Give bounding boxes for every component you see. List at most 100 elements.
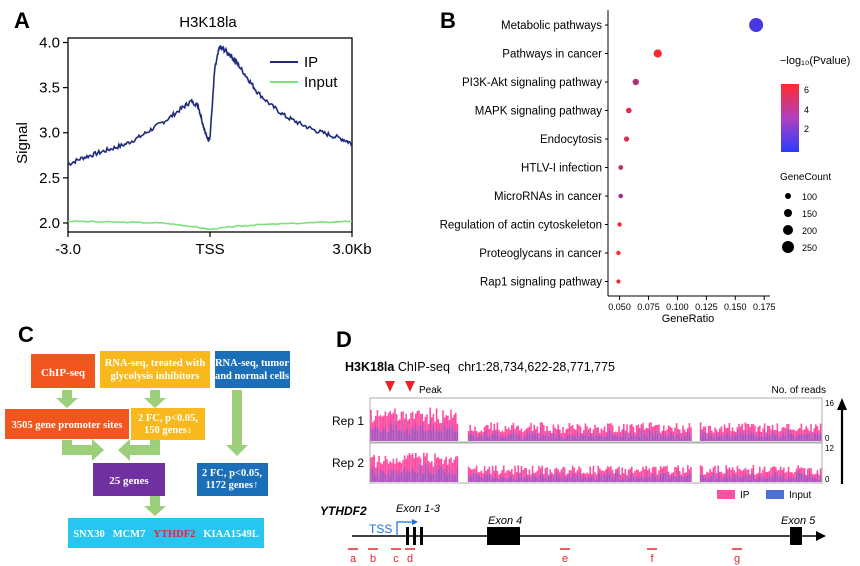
box-promoter-sites-text: 3505 gene promoter sites [12, 420, 123, 431]
panel-d: D H3K18la ChIP-seq chr1:28,734,622-28,771… [320, 327, 847, 565]
y-tick-label: 3.0 [39, 125, 60, 142]
region-label: e [562, 553, 568, 565]
pathway-dot [623, 136, 630, 142]
region-label: b [370, 553, 376, 565]
gene-snx30: SNX30 [73, 529, 105, 540]
box-fc-down-text: 2 FC, p<0.05, 150 genes↓ [138, 413, 198, 436]
region-label: g [734, 553, 740, 565]
panel-a-title: H3K18la [179, 14, 237, 31]
arrow-to-25 [62, 439, 104, 461]
gene-direction-arrow [816, 531, 826, 541]
tss-arrow [396, 521, 414, 536]
box-rnaseq-tumor-text: RNA-seq, tumor and normal cells [215, 358, 289, 382]
panel-b-dots [616, 18, 764, 284]
pathway-dot [616, 279, 621, 284]
panel-a-series [67, 45, 353, 231]
panel-d-label: D [336, 327, 352, 352]
color-legend-title: −log₁₀(Pvalue) [780, 55, 850, 67]
arrow-tumor [226, 390, 248, 456]
legend-ip-swatch-d [717, 490, 735, 499]
track-rep1-max: 16 [825, 399, 834, 408]
region-label: d [407, 553, 413, 565]
legend-ip-label-d: IP [740, 490, 750, 501]
track-rep1-min: 0 [825, 434, 830, 443]
pathway-label: HTLV-I infection [521, 163, 602, 175]
y-tick-label: 4.0 [39, 35, 60, 52]
box-result [68, 518, 264, 548]
peak-label: Peak [419, 385, 443, 396]
text-line: 2 FC, p<0.05, [138, 413, 198, 424]
pathway-dot [617, 222, 622, 227]
reads-axis-arrowhead [837, 398, 847, 410]
text-line: RNA-seq, tumor [215, 358, 289, 369]
x-tick-label: 0.175 [753, 302, 776, 312]
pathway-label: Rap1 signaling pathway [480, 277, 602, 289]
exon-3 [420, 527, 423, 545]
track-rep2-max: 12 [825, 444, 834, 453]
panel-c: C ChIP-seq RNA-seq, treated with glycolys… [5, 322, 290, 548]
box-chipseq [31, 354, 95, 388]
panel-b-categories: Metabolic pathways Pathways in cancer PI3K… [440, 20, 608, 289]
pathway-dot [632, 78, 639, 86]
text-line: 1172 genes↑ [206, 480, 259, 491]
panel-b-size-legend: GeneCount 100 150 200 250 [780, 172, 831, 253]
tracks [370, 407, 822, 482]
text-line: and normal cells [215, 371, 289, 382]
pathway-dot [618, 193, 624, 199]
box-rnaseq-glyco [100, 351, 210, 388]
track-rep2-min: 0 [825, 475, 830, 484]
box-fc-up-text: 2 FC, p<0.05, 1172 genes↑ [202, 468, 262, 491]
arrow-to-result [144, 496, 166, 516]
pathway-label: Pathways in cancer [502, 49, 602, 61]
exon-4-label: Exon 4 [488, 515, 522, 527]
panel-d-title: H3K18la ChIP-seq chr1:28,734,622-28,771,7… [345, 360, 615, 374]
color-legend-tick: 4 [804, 105, 809, 115]
x-tick-label: -3.0 [55, 241, 81, 258]
panel-b-color-legend: −log₁₀(Pvalue) 6 4 2 [780, 55, 850, 152]
pathway-dot [626, 107, 632, 114]
box-fc-up [197, 463, 268, 496]
size-legend-dot [784, 209, 792, 217]
panel-a-label: A [14, 8, 30, 33]
x-tick-label: 0.150 [724, 302, 747, 312]
panel-b: B Metabolic pathways Pathways in cancer PI… [440, 8, 851, 325]
pathway-label: PI3K-Akt signaling pathway [462, 77, 602, 89]
x-tick-label: 0.050 [608, 302, 631, 312]
exon-1 [406, 527, 409, 545]
y-tick-label: 3.5 [39, 80, 60, 97]
gene-ythdf2: YTHDF2 [153, 529, 195, 540]
exon-5-label: Exon 5 [781, 515, 816, 527]
legend-ip-label: IP [304, 54, 318, 71]
pathway-dot [616, 250, 621, 256]
box-25-genes-text: 25 genes [109, 475, 149, 487]
y-tick-label: 2.0 [39, 215, 60, 232]
series-line-input [67, 220, 353, 231]
size-legend-title: GeneCount [780, 172, 831, 183]
pathway-label: Endocytosis [540, 134, 602, 146]
text-line: RNA-seq, treated with [105, 358, 206, 369]
panel-b-label: B [440, 8, 456, 33]
box-promoter-sites [5, 409, 129, 439]
panel-a: A H3K18la Signal 2.0 2.5 3.0 3.5 4.0 -3.0 TSS… [14, 8, 372, 258]
exon-4 [487, 527, 520, 545]
x-tick-label: 0.075 [637, 302, 660, 312]
color-legend-tick: 6 [804, 85, 809, 95]
size-legend-value: 200 [802, 226, 817, 236]
size-legend-value: 150 [802, 209, 817, 219]
box-result-text: SNX30 MCM7 YTHDF2 KIAA1549L [73, 529, 259, 540]
x-tick-label: 0.125 [695, 302, 718, 312]
x-tick-label: TSS [195, 241, 224, 258]
tss-label: TSS [369, 522, 392, 536]
box-chipseq-text: ChIP-seq [41, 367, 86, 379]
pathway-dot [653, 49, 662, 58]
panel-a-x-axis: -3.0 TSS 3.0Kb [55, 232, 372, 258]
gene-mcm7: MCM7 [113, 529, 146, 540]
arrow-chipseq [56, 390, 78, 408]
pathway-label: Regulation of actin cytoskeleton [440, 220, 602, 232]
legend-input-label-d: Input [789, 490, 811, 501]
color-legend-bar [781, 84, 799, 152]
pathway-label: MicroRNAs in cancer [494, 191, 602, 203]
region-label: a [350, 553, 357, 565]
